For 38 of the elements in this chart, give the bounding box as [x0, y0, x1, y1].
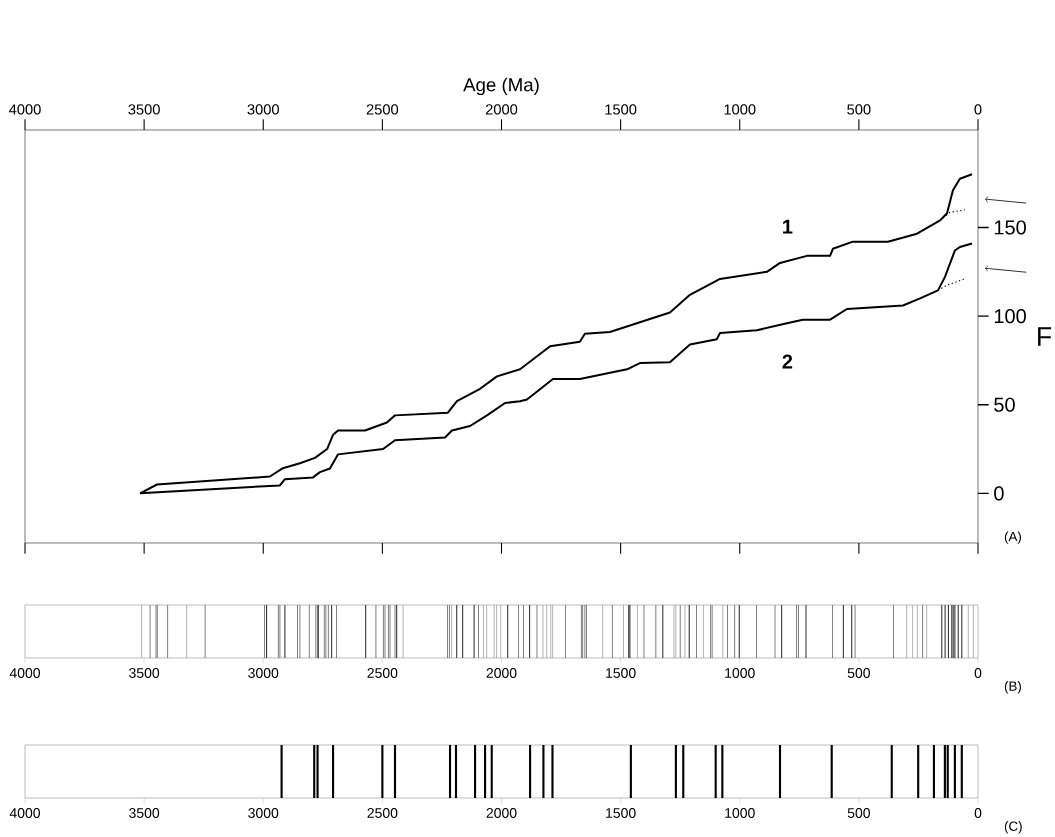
- x-tick-label: 0: [974, 808, 982, 818]
- x-tick-label: 3000: [248, 808, 279, 818]
- x-tick-label: 500: [847, 104, 871, 115]
- y-tick-label: 0: [994, 486, 1004, 501]
- x-tick-label: 1000: [725, 808, 755, 818]
- y-tick-label: 100: [994, 309, 1026, 324]
- x-tick-label: 1500: [605, 104, 637, 115]
- x-tick-label: 1000: [724, 104, 756, 115]
- x-tick-label: 3000: [248, 668, 279, 678]
- x-tick-label: 3500: [129, 668, 160, 678]
- x-tick-label: 500: [847, 668, 870, 678]
- x-tick-label: 1500: [606, 808, 636, 818]
- text: (A): [1004, 531, 1021, 544]
- x-tick-label: 4000: [9, 104, 41, 115]
- x-tick-label: 2000: [485, 104, 518, 115]
- x-tick-label: 2000: [486, 808, 517, 818]
- y-tick-label: 150: [994, 220, 1026, 235]
- text: (B): [1004, 681, 1021, 694]
- x-tick-label: 0: [974, 668, 982, 678]
- x-tick-label: 0: [974, 104, 982, 115]
- x-tick-label: 3500: [129, 808, 160, 818]
- x-tick-label: 2000: [486, 668, 517, 678]
- y-axis-title: F: [1038, 327, 1052, 346]
- y-tick-label: 50: [994, 397, 1015, 412]
- series-label: 1: [783, 219, 793, 234]
- series-label: 2: [782, 354, 793, 369]
- x-tick-label: 3000: [247, 104, 279, 115]
- x-tick-label: 500: [847, 808, 870, 818]
- x-tick-label: 2500: [366, 104, 399, 115]
- x-tick-label: 2500: [367, 668, 398, 678]
- x-tick-label: 2500: [367, 808, 398, 818]
- x-tick-label: 4000: [9, 808, 41, 818]
- text: (C): [1004, 821, 1022, 834]
- x-tick-label: 1500: [606, 668, 636, 678]
- x-tick-label: 4000: [9, 668, 41, 678]
- x-axis-title: Age (Ma): [463, 77, 539, 96]
- x-tick-label: 3500: [128, 104, 160, 115]
- x-tick-label: 1000: [725, 668, 755, 678]
